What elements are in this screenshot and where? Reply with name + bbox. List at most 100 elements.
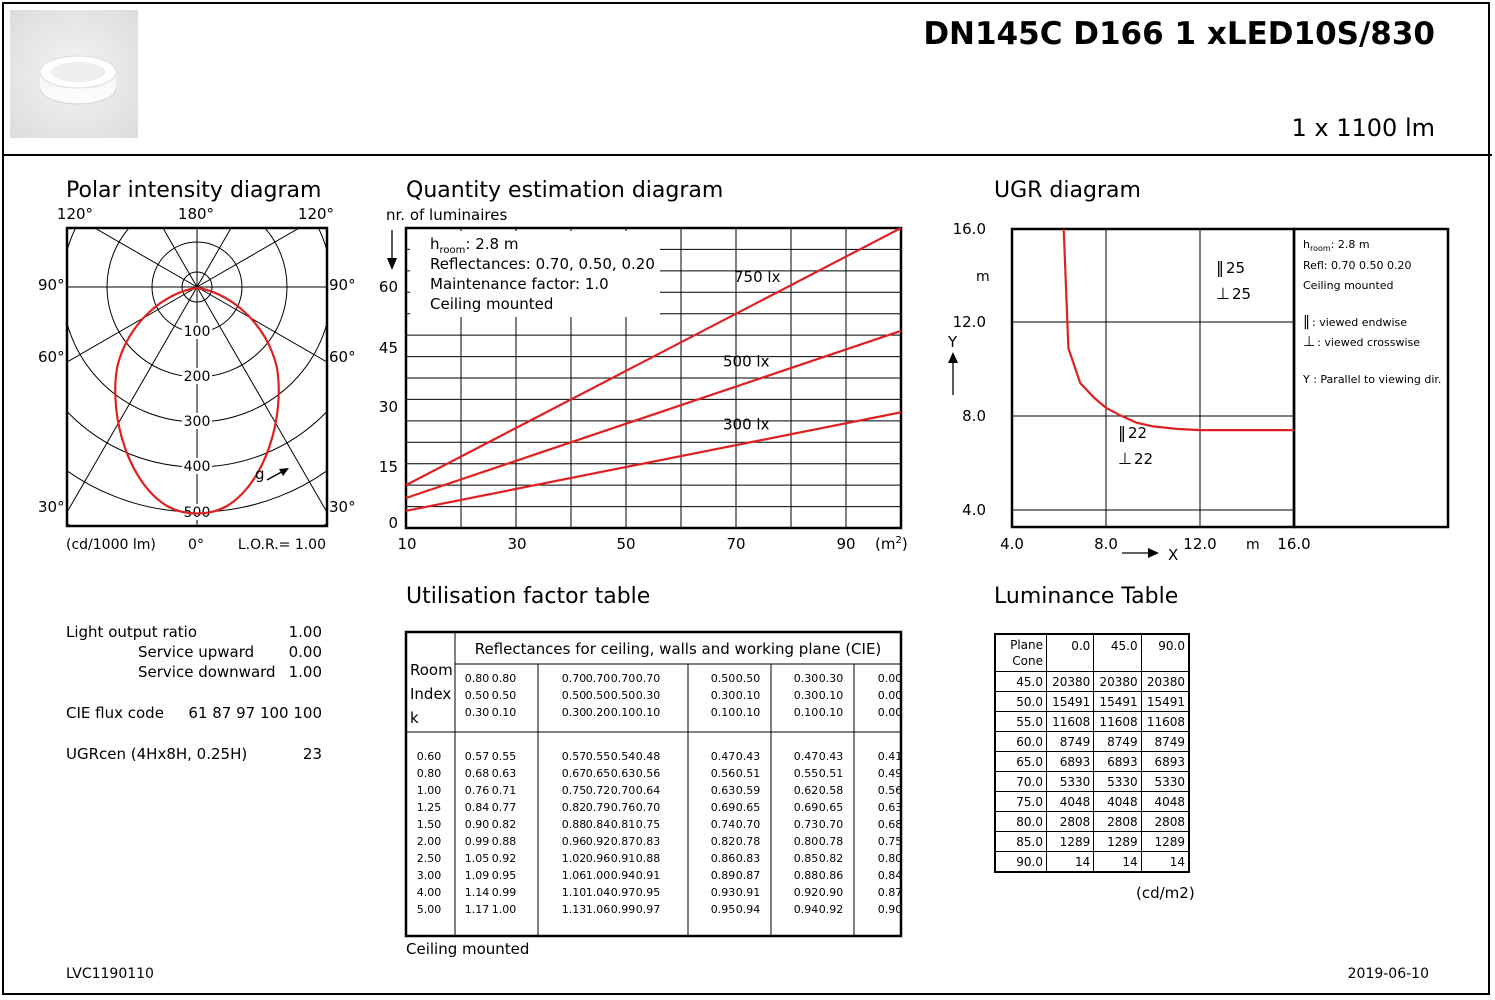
utilisation-cell: 0.87 [736, 869, 761, 882]
photometric-summary: Light output ratio 1.00 Service upward 0.0… [66, 622, 322, 764]
luminance-cell: 80.0 [994, 811, 1047, 832]
utilisation-cell: 1.04 [586, 886, 611, 899]
room-index-value: 0.60 [417, 750, 442, 763]
luminance-row: 80.0 2808 2808 2808 [994, 811, 1190, 832]
svg-text:Room: Room [410, 661, 453, 679]
svg-text:Reflectances: 0.70, 0.50, 0.20: Reflectances: 0.70, 0.50, 0.20 [430, 255, 655, 273]
reflectance-value: 0.30 [794, 672, 819, 685]
room-index-value: 1.00 [417, 784, 442, 797]
room-index-value: 4.00 [417, 886, 442, 899]
reflectance-value: 0.70 [611, 672, 636, 685]
utilisation-cell: 0.89 [711, 869, 736, 882]
reflectance-value: 0.30 [819, 672, 844, 685]
series-line [405, 411, 902, 512]
utilisation-cell: 0.82 [711, 835, 736, 848]
reflectance-value: 0.10 [794, 706, 819, 719]
ugr-title: UGR diagram [994, 178, 1141, 203]
utilisation-cell: 0.85 [794, 852, 819, 865]
utilisation-cell: 0.82 [819, 852, 844, 865]
luminance-row: 75.0 4048 4048 4048 [994, 791, 1190, 812]
y-axis-title: nr. of luminaires [386, 206, 507, 224]
utilisation-cell: 1.10 [562, 886, 587, 899]
luminance-cell: 50.0 [994, 691, 1047, 712]
reflectance-value: 0.10 [492, 706, 517, 719]
utilisation-cell: 0.58 [819, 784, 844, 797]
room-index-value: 5.00 [417, 903, 442, 916]
angle-label: 60° [38, 348, 65, 366]
svg-text:12.0: 12.0 [953, 313, 986, 331]
luminance-cell: 6893 [1045, 751, 1095, 772]
utilisation-cell: 0.80 [878, 852, 903, 865]
luminance-cell: 11608 [1140, 711, 1190, 732]
luminance-cell: 15491 [1045, 691, 1095, 712]
svg-text:30: 30 [507, 535, 526, 553]
utilisation-cell: 0.47 [711, 750, 736, 763]
utilisation-cell: 1.06 [562, 869, 587, 882]
room-index-value: 3.00 [417, 869, 442, 882]
angle-label: 30° [38, 498, 65, 516]
luminance-row: 50.0 15491 15491 15491 [994, 691, 1190, 712]
reflectance-value: 0.00 [878, 706, 903, 719]
utilisation-cell: 1.05 [465, 852, 490, 865]
polar-unit: (cd/1000 lm) [66, 537, 156, 553]
ugr-x-axis: X [1168, 546, 1178, 564]
utilisation-cell: 0.91 [611, 852, 636, 865]
utilisation-cell: 0.91 [636, 869, 661, 882]
angle-label: 120° [298, 205, 334, 223]
luminance-cell: 45.0 [994, 671, 1047, 692]
reflectance-value: 0.00 [878, 672, 903, 685]
angle-label: 60° [329, 348, 356, 366]
utilisation-cell: 0.78 [819, 835, 844, 848]
utilisation-cell: 0.70 [736, 818, 761, 831]
luminance-cell: 14 [1140, 851, 1190, 873]
utilisation-cell: 1.14 [465, 886, 490, 899]
utilisation-cell: 0.62 [794, 784, 819, 797]
svg-text:Y : Parallel to viewing dir.: Y : Parallel to viewing dir. [1302, 373, 1441, 386]
utilisation-cell: 0.70 [636, 801, 661, 814]
stat-label: UGRcen (4Hx8H, 0.25H) [66, 745, 248, 763]
luminance-unit: (cd/m2) [1136, 884, 1195, 902]
reflectance-value: 0.10 [819, 689, 844, 702]
ring-label: 300 [184, 414, 211, 430]
document-date: 2019-06-10 [1347, 966, 1429, 982]
ring-label: 100 [184, 324, 211, 340]
utilisation-cell: 0.90 [878, 903, 903, 916]
utilisation-cell: 0.84 [878, 869, 903, 882]
lumen-value: 1 x 1100 lm [1291, 114, 1435, 142]
luminance-cell: 2808 [1093, 811, 1142, 832]
utilisation-cell: 0.82 [562, 801, 587, 814]
reflectance-value: 0.70 [586, 672, 611, 685]
quantity-chart: nr. of luminaires hroom: 2.8 m Reflectan… [379, 206, 908, 553]
svg-text:hroom: 2.8 m: hroom: 2.8 m [430, 235, 518, 256]
reflectance-header: 0.800.500.300.800.500.100.700.500.300.70… [465, 672, 903, 719]
svg-text:16.0: 16.0 [953, 220, 986, 238]
luminance-cell: 6893 [1140, 751, 1190, 772]
svg-text:30: 30 [379, 398, 398, 416]
utilisation-cell: 0.65 [819, 801, 844, 814]
intensity-curve [114, 286, 280, 515]
luminance-cell: 2808 [1045, 811, 1095, 832]
luminance-cell: 70.0 [994, 771, 1047, 792]
utilisation-cell: 0.54 [611, 750, 636, 763]
utilisation-cell: 0.84 [586, 818, 611, 831]
utilisation-cell: 0.47 [794, 750, 819, 763]
utilisation-cell: 0.43 [736, 750, 761, 763]
reflectance-value: 0.20 [586, 706, 611, 719]
svg-text:12.0: 12.0 [1183, 535, 1216, 553]
utilisation-cell: 0.77 [492, 801, 517, 814]
svg-text:4.0: 4.0 [1000, 535, 1024, 553]
utilisation-cell: 0.51 [819, 767, 844, 780]
svg-text:16.0: 16.0 [1277, 535, 1310, 553]
reflectance-value: 0.10 [819, 706, 844, 719]
polar-diagram: 120° 180° 120° 90° 60° 30° 90° 60° 30° [38, 205, 356, 553]
utilisation-cell: 0.72 [586, 784, 611, 797]
utilisation-cell: 0.90 [465, 818, 490, 831]
luminance-cell: 1289 [1093, 831, 1142, 852]
svg-text:4.0: 4.0 [962, 501, 986, 519]
reflectance-value: 0.10 [636, 706, 661, 719]
utilisation-cell: 0.69 [711, 801, 736, 814]
luminance-cell: 90.0 [994, 851, 1047, 873]
luminance-cell: 15491 [1093, 691, 1142, 712]
angle-label: 90° [38, 276, 65, 294]
curve-label: g [255, 465, 265, 483]
